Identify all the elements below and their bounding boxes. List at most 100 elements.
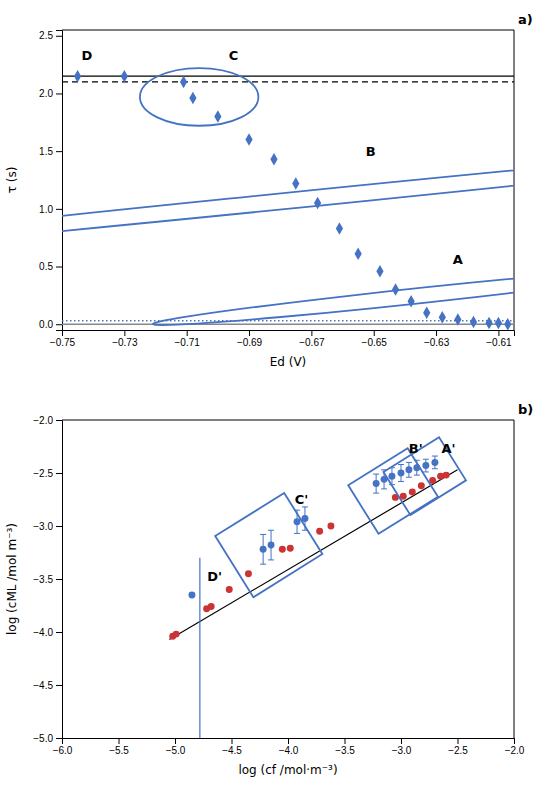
- point: [485, 317, 492, 329]
- tick-label: 1.0: [39, 204, 53, 215]
- tick: 1.5: [39, 146, 62, 157]
- tick-label: −4.0: [279, 745, 299, 756]
- ellipse: [98, 267, 514, 326]
- tick-mark: [288, 738, 289, 744]
- point: [388, 473, 395, 480]
- tick-mark: [56, 209, 62, 210]
- tick-label: −0.61: [486, 337, 512, 348]
- box: [215, 493, 322, 597]
- x-axis: −0.75−0.73−0.71−0.69−0.67−0.65−0.63−0.61: [50, 330, 515, 348]
- series: [62, 324, 514, 325]
- tick-mark: [56, 526, 62, 527]
- tick-label: −3.5: [335, 745, 355, 756]
- tick-label: −2.0: [505, 745, 525, 756]
- point: [226, 586, 233, 593]
- annotation: C': [295, 492, 309, 507]
- y-axis: 0.00.51.01.52.02.5: [39, 30, 62, 330]
- point: [355, 248, 362, 260]
- tick: −0.69: [237, 330, 263, 348]
- tick: 0.0: [39, 319, 62, 330]
- tick-mark: [124, 330, 125, 336]
- tick: −4.5: [33, 680, 62, 691]
- point: [409, 489, 416, 496]
- point: [439, 311, 446, 323]
- error-bar: [432, 456, 438, 469]
- tick: 2.0: [39, 88, 62, 99]
- point: [327, 523, 334, 530]
- reference-line: [62, 324, 514, 325]
- series: [199, 558, 200, 738]
- tick-mark: [175, 738, 176, 744]
- tick: −5.5: [109, 738, 129, 756]
- plot-area: [169, 437, 466, 738]
- plot-area: [62, 68, 514, 330]
- line: [169, 470, 457, 640]
- axis-line: [63, 331, 515, 337]
- point: [270, 153, 277, 165]
- point: [188, 591, 195, 598]
- error-bar: [398, 465, 404, 482]
- tick: −2.0: [33, 415, 62, 426]
- annotation: D': [207, 569, 222, 584]
- point: [398, 470, 405, 477]
- point: [279, 546, 286, 553]
- point: [260, 546, 267, 553]
- point: [173, 631, 180, 638]
- point: [431, 459, 438, 466]
- point: [292, 177, 299, 189]
- point: [418, 482, 425, 489]
- frame: [62, 420, 514, 421]
- title: b): [518, 402, 533, 417]
- tick-mark: [56, 36, 62, 37]
- figure: −0.75−0.73−0.71−0.69−0.67−0.65−0.63−0.61…: [0, 0, 550, 803]
- tick: −2.5: [33, 468, 62, 479]
- tick-mark: [514, 738, 515, 744]
- panel: −6.0−5.5−5.0−4.5−4.0−3.5−3.0−2.5−2.0−5.0…: [5, 402, 533, 777]
- tick-label: −3.0: [33, 521, 53, 532]
- tick-label: 0.5: [39, 261, 53, 272]
- tick: −0.63: [424, 330, 450, 348]
- tick-mark: [311, 330, 312, 336]
- axis-line: [56, 31, 63, 331]
- tick-mark: [56, 632, 62, 633]
- tick-label: 1.5: [39, 146, 53, 157]
- x-axis: −6.0−5.5−5.0−4.5−4.0−3.5−3.0−2.5−2.0: [53, 738, 525, 756]
- point: [245, 133, 252, 145]
- tick-mark: [249, 330, 250, 336]
- error-bar: [260, 534, 266, 564]
- reference-line: [62, 81, 514, 82]
- tick-mark: [56, 473, 62, 474]
- ellipse: [62, 128, 514, 271]
- tick-label: −3.5: [33, 574, 53, 585]
- point: [495, 317, 502, 329]
- point: [373, 480, 380, 487]
- tick-mark: [232, 738, 233, 744]
- point: [454, 313, 461, 325]
- tick-label: −0.73: [112, 337, 138, 348]
- annotation: B': [409, 441, 423, 456]
- tick: −4.5: [222, 738, 242, 756]
- tick-label: −5.0: [166, 745, 186, 756]
- tick: −6.0: [53, 738, 73, 756]
- tick-mark: [187, 330, 188, 336]
- x-axis-title: Ed (V): [270, 355, 307, 369]
- tick-label: −3.0: [392, 745, 412, 756]
- tick-mark: [56, 324, 62, 325]
- tick-mark: [56, 93, 62, 94]
- box: [348, 448, 438, 534]
- x-axis-title: log (cf /mol·m⁻³): [238, 763, 337, 777]
- axis-line: [56, 421, 63, 739]
- tick-label: −0.63: [424, 337, 450, 348]
- annotation: B: [366, 144, 376, 159]
- tick-mark: [498, 330, 499, 336]
- point: [376, 265, 383, 277]
- tick-label: −6.0: [53, 745, 73, 756]
- tick: −0.71: [175, 330, 201, 348]
- tick-label: −2.0: [33, 415, 53, 426]
- tick-label: −0.71: [175, 337, 201, 348]
- tick-mark: [56, 420, 62, 421]
- series: [62, 81, 514, 82]
- y-axis: −5.0−4.5−4.0−3.5−3.0−2.5−2.0: [33, 415, 62, 744]
- tick: −0.61: [486, 330, 512, 348]
- series: [169, 470, 457, 640]
